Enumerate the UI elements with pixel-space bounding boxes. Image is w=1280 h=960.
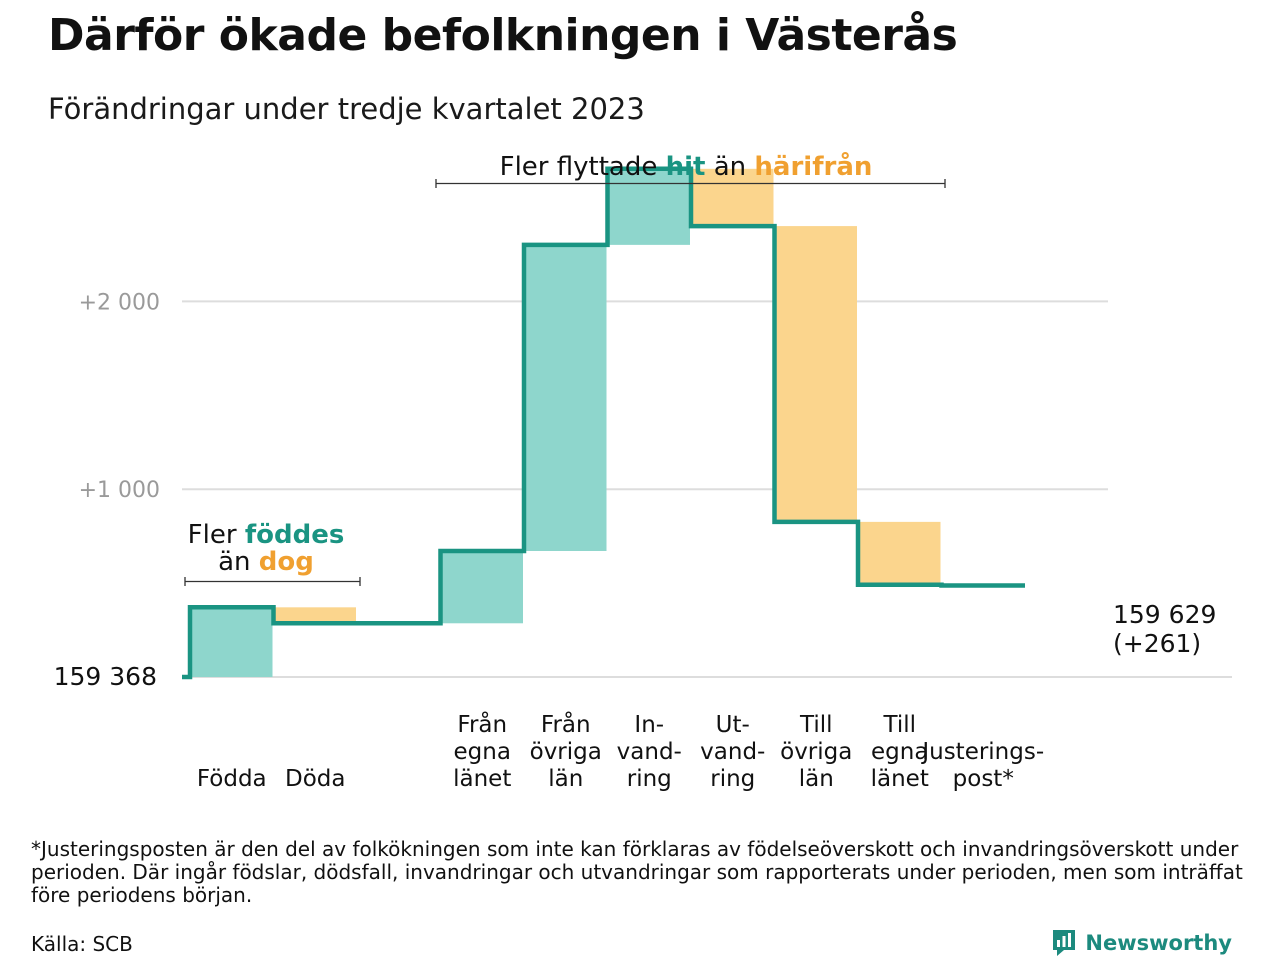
chart-title: Därför ökade befolkningen i Västerås xyxy=(48,10,958,61)
category-label-6-2: vand- xyxy=(617,739,682,765)
migration-annotation-text: Fler flyttade hit än härifrån xyxy=(500,150,873,182)
y-tick-label-0: +2 000 xyxy=(79,290,160,315)
category-label-6-1: In- xyxy=(634,712,664,738)
births-bracket xyxy=(184,577,361,586)
births-annotation: Fler föddes än dog xyxy=(184,520,361,586)
category-label-4-3: länet xyxy=(453,766,511,792)
x-axis-categories: Födda DödaFrånegnalänetFrånövrigalänIn-va… xyxy=(197,710,1044,792)
category-label-4-1: Från xyxy=(457,710,507,738)
end-value-label: 159 629 xyxy=(1113,600,1216,629)
category-label-5-1: Från xyxy=(541,710,591,738)
migration-annotation: Fler flyttade hit än härifrån xyxy=(435,150,946,188)
category-label-5-2: övriga xyxy=(530,739,602,765)
category-label-9-2: egna xyxy=(871,739,928,765)
bar-4 xyxy=(441,550,523,624)
category-label-10-1: Justerings- xyxy=(920,739,1044,765)
category-label-10-2: post* xyxy=(953,766,1014,792)
y-tick-label-1: +1 000 xyxy=(79,478,160,503)
brand-name: Newsworthy xyxy=(1085,931,1232,955)
chart-subtitle: Förändringar under tredje kvartalet 2023 xyxy=(48,92,645,126)
migration-bracket xyxy=(435,179,946,188)
bar-2 xyxy=(274,607,356,624)
category-label-4-2: egna xyxy=(454,739,511,765)
category-label-8-1: Till xyxy=(799,712,833,738)
footnote: *Justeringsposten är den del av folkökni… xyxy=(31,837,1243,907)
baseline-label: 159 368 xyxy=(54,662,157,691)
bar-7 xyxy=(692,168,774,227)
bar-1 xyxy=(191,607,273,677)
births-annotation-line1: Fler föddes xyxy=(188,520,345,550)
category-label-2-1: Döda xyxy=(285,766,345,792)
gridlines xyxy=(182,300,1232,678)
category-label-1-1: Födda xyxy=(197,766,267,792)
end-change-label: (+261) xyxy=(1113,629,1201,658)
category-label-8-2: övriga xyxy=(780,739,852,765)
brand-logo: Newsworthy xyxy=(1051,926,1232,960)
category-label-9-3: länet xyxy=(871,766,929,792)
bar-5 xyxy=(525,244,607,551)
bar-9 xyxy=(859,521,941,585)
newsworthy-logo-icon xyxy=(1053,930,1076,956)
bar-8 xyxy=(775,226,857,522)
category-label-6-3: ring xyxy=(627,766,672,792)
category-label-9-1: Till xyxy=(882,712,916,738)
category-label-7-1: Ut- xyxy=(716,712,750,738)
category-label-8-3: län xyxy=(799,766,834,792)
births-annotation-line2: än dog xyxy=(218,547,314,577)
category-label-7-2: vand- xyxy=(700,739,765,765)
bar-6 xyxy=(608,168,690,245)
y-axis-ticks: +2 000 +1 000 159 368 xyxy=(54,290,160,691)
category-label-5-3: län xyxy=(548,766,583,792)
source-label: Källa: SCB xyxy=(31,932,133,956)
cumulative-step-line xyxy=(182,166,1025,680)
bars xyxy=(191,168,941,677)
category-label-7-3: ring xyxy=(710,766,755,792)
